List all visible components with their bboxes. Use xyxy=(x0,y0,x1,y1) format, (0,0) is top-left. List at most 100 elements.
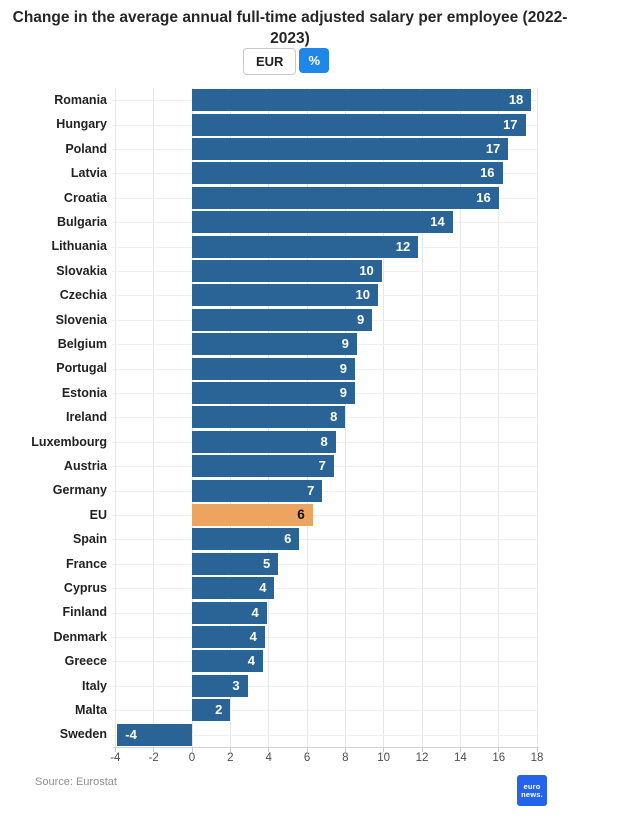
bar[interactable]: 4 xyxy=(192,626,265,648)
tick-mark xyxy=(191,747,193,752)
country-label: Ireland xyxy=(66,410,107,425)
tick-mark xyxy=(306,747,308,752)
euronews-logo[interactable]: euro news. xyxy=(517,775,547,806)
source-text: Source: Eurostat xyxy=(35,776,117,788)
country-label: Bulgaria xyxy=(56,215,107,229)
country-label: Spain xyxy=(72,532,107,547)
bar[interactable]: 4 xyxy=(192,577,275,600)
percent-toggle-button[interactable]: % xyxy=(299,48,329,73)
bar[interactable]: 9 xyxy=(192,308,373,331)
bar[interactable]: 9 xyxy=(192,382,355,404)
bar-value-label: 14 xyxy=(430,214,445,230)
bar[interactable]: 3 xyxy=(192,674,248,697)
bar[interactable]: 4 xyxy=(192,650,263,673)
bar[interactable]: 9 xyxy=(192,333,357,356)
bar-value-label: 16 xyxy=(480,165,495,181)
tick-mark xyxy=(421,747,423,752)
bar[interactable]: 9 xyxy=(192,357,355,380)
bar[interactable]: 6 xyxy=(192,528,300,551)
bar[interactable]: 17 xyxy=(192,138,509,160)
country-label: Latvia xyxy=(70,166,107,181)
row-guide-line xyxy=(112,710,539,712)
x-tick-label: 4 xyxy=(265,752,272,764)
bar[interactable]: 14 xyxy=(192,211,453,234)
x-tick-label: 2 xyxy=(227,752,234,764)
bar-value-label: 17 xyxy=(485,141,501,156)
country-label: Malta xyxy=(75,703,107,717)
bar-value-label: 18 xyxy=(508,92,524,108)
bar-value-label: 2 xyxy=(215,702,223,718)
eur-toggle-button[interactable]: EUR xyxy=(242,48,297,75)
bar[interactable]: 17 xyxy=(192,113,526,136)
bar[interactable]: 18 xyxy=(192,89,532,112)
bar-value-label: 7 xyxy=(318,458,326,474)
bar[interactable]: 10 xyxy=(192,260,382,282)
row-guide-line xyxy=(112,563,539,565)
x-axis-line xyxy=(113,747,539,748)
country-label: Czechia xyxy=(59,288,107,303)
country-label: Sweden xyxy=(59,727,107,742)
bar-value-label: 6 xyxy=(297,507,305,522)
country-label: Hungary xyxy=(56,117,107,132)
country-label: Germany xyxy=(52,483,107,498)
bar-value-label: 6 xyxy=(284,531,292,547)
country-label: France xyxy=(66,556,107,571)
x-tick-label: -4 xyxy=(110,752,121,764)
unit-toggle: EUR % xyxy=(0,48,572,75)
bar-value-label: 9 xyxy=(339,385,347,400)
x-tick-label: 6 xyxy=(303,752,311,764)
bar[interactable]: -4 xyxy=(117,723,192,746)
bar-value-label: 5 xyxy=(263,555,271,571)
bar[interactable]: 4 xyxy=(192,601,267,624)
bar[interactable]: 2 xyxy=(192,699,231,722)
row-guide-line xyxy=(112,685,539,687)
bar-value-label: 16 xyxy=(476,189,491,205)
bar[interactable]: 8 xyxy=(192,430,336,453)
bar-value-label: 9 xyxy=(341,336,349,352)
country-label: Romania xyxy=(54,93,107,107)
bar-value-label: 7 xyxy=(307,482,315,498)
country-label: Slovenia xyxy=(55,312,107,327)
chart-title: Change in the average annual full-time a… xyxy=(12,9,568,47)
row-guide-line xyxy=(112,661,539,663)
bar-value-label: 4 xyxy=(249,629,257,644)
x-tick-label: 16 xyxy=(492,752,506,764)
bar[interactable]: 8 xyxy=(192,406,346,429)
tick-mark xyxy=(229,747,231,752)
country-label: Poland xyxy=(65,141,107,156)
x-tick-label: 10 xyxy=(377,752,391,764)
row-guide-line xyxy=(112,637,539,638)
bar-value-label: 8 xyxy=(330,409,338,425)
bar-value-label: 17 xyxy=(503,116,518,132)
row-guide-line xyxy=(112,612,539,614)
tick-mark xyxy=(383,747,385,752)
bar-highlight-eu[interactable]: 6 xyxy=(192,504,313,526)
x-tick-label: 0 xyxy=(188,752,196,764)
euronews-logo-line2: news. xyxy=(521,789,543,799)
bar[interactable]: 12 xyxy=(192,235,419,258)
country-label: Belgium xyxy=(57,337,107,351)
row-guide-line xyxy=(112,734,539,736)
tick-mark xyxy=(153,747,155,752)
bar[interactable]: 16 xyxy=(192,162,503,185)
bar[interactable]: 7 xyxy=(192,455,334,478)
tick-mark xyxy=(536,747,538,752)
country-label: Denmark xyxy=(53,629,108,644)
country-label: Finland xyxy=(62,605,107,620)
bar-value-label: 4 xyxy=(251,604,259,620)
x-tick-label: -2 xyxy=(148,752,159,764)
country-label: Slovakia xyxy=(56,263,107,278)
bar-value-label: 3 xyxy=(232,677,240,693)
bar-value-label: 4 xyxy=(259,580,267,596)
bar-value-label: 8 xyxy=(320,433,328,449)
bar[interactable]: 10 xyxy=(192,284,378,307)
bar-value-label: 4 xyxy=(247,653,255,669)
country-label: Portugal xyxy=(56,361,107,376)
country-label: Croatia xyxy=(63,190,107,205)
country-label: Lithuania xyxy=(51,239,107,254)
bar[interactable]: 16 xyxy=(192,186,499,209)
bar[interactable]: 5 xyxy=(192,552,279,575)
bar[interactable]: 7 xyxy=(192,479,323,502)
bar-value-label: 10 xyxy=(359,263,374,278)
